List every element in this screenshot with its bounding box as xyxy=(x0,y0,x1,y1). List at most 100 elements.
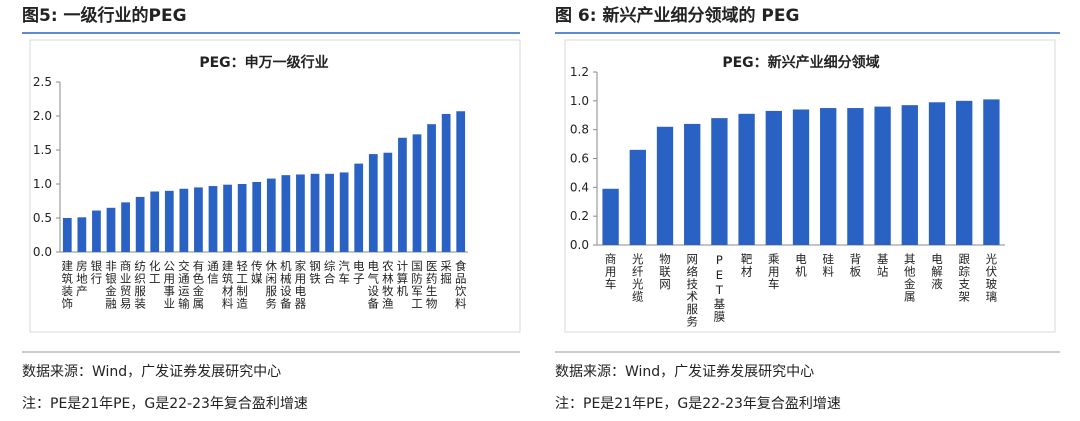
bar xyxy=(368,154,378,252)
bar xyxy=(629,149,646,245)
y-tick-label: 1.0 xyxy=(570,94,589,108)
x-tick-label: 基站 xyxy=(876,253,890,278)
x-tick-label: 乘用车 xyxy=(767,252,781,290)
x-tick-label: 电机 xyxy=(794,253,808,278)
x-tick-label: 食品饮料 xyxy=(454,259,468,310)
x-tick-label: 农林牧渔 xyxy=(381,259,395,310)
bar xyxy=(62,218,72,252)
y-tick-label: 0.4 xyxy=(570,180,589,194)
y-tick-label: 0.2 xyxy=(570,209,589,223)
x-tick-label: 商业贸易 xyxy=(119,259,133,310)
x-tick-label: 综合 xyxy=(323,259,337,285)
x-tick-label: 光纤光缆 xyxy=(631,252,645,303)
bar xyxy=(194,187,203,252)
y-tick-label: 0.6 xyxy=(570,152,589,166)
bar xyxy=(281,175,291,252)
bar xyxy=(106,207,116,252)
bar xyxy=(602,188,619,245)
footnote: 注：PE是21年PE，G是22-23年复合盈利增速 xyxy=(22,395,308,412)
x-tick-label: 医药生物 xyxy=(425,260,439,310)
figure-heading: 图 6: 新兴产业细分领域的 PEG xyxy=(555,5,799,26)
bar xyxy=(412,134,422,252)
bar xyxy=(398,137,407,252)
bar xyxy=(164,190,174,252)
bar xyxy=(711,118,728,245)
bar xyxy=(237,184,247,252)
x-tick-label: 光伏玻璃 xyxy=(984,252,998,303)
bar xyxy=(208,186,218,252)
bar xyxy=(339,172,349,252)
bar xyxy=(874,106,891,245)
x-tick-label: 电气设备 xyxy=(366,260,380,310)
bar xyxy=(765,110,782,245)
chart-frame xyxy=(564,39,1056,333)
chart-title: PEG：新兴产业细分领域 xyxy=(722,54,879,71)
bar xyxy=(684,123,701,245)
bar xyxy=(179,188,189,252)
x-tick-label: 交通运输 xyxy=(177,259,191,310)
y-tick-label: 0.0 xyxy=(570,238,589,252)
x-tick-label: 商用车 xyxy=(604,252,618,290)
y-tick-label: 2.0 xyxy=(33,109,52,123)
x-tick-label: 纺织服装 xyxy=(133,259,147,310)
x-tick-label: 公用事业 xyxy=(162,260,176,310)
y-tick-label: 0.8 xyxy=(570,123,589,137)
x-tick-label: 物联网 xyxy=(658,252,672,290)
y-tick-label: 1.0 xyxy=(33,177,52,191)
x-tick-label: 机械设备 xyxy=(279,259,293,310)
bar xyxy=(847,108,864,246)
bar xyxy=(77,217,87,252)
bar xyxy=(928,102,946,246)
y-tick-label: 0.0 xyxy=(33,245,52,259)
bar xyxy=(92,210,101,252)
bar xyxy=(266,178,276,252)
bar xyxy=(296,174,305,252)
bar xyxy=(135,196,145,252)
bar xyxy=(901,105,918,246)
x-tick-label: 化工 xyxy=(148,259,162,285)
bar xyxy=(792,109,810,245)
x-tick-label: 房地产 xyxy=(75,260,89,298)
source-note: 数据来源：Wind，广发证券发展研究中心 xyxy=(22,364,281,380)
x-tick-label: 建筑材料 xyxy=(221,259,235,310)
bar xyxy=(456,111,466,253)
x-tick-label: 网络技术服务 xyxy=(685,253,699,328)
x-tick-label: 电子 xyxy=(352,260,366,285)
x-tick-label: 计算机 xyxy=(395,260,409,298)
x-tick-label: 家用电器 xyxy=(293,259,307,310)
bar xyxy=(956,100,973,245)
x-tick-label: 背板 xyxy=(848,252,862,278)
y-tick-label: 0.5 xyxy=(33,211,52,225)
bar xyxy=(656,126,674,245)
bar xyxy=(310,173,320,252)
x-tick-label: 其他金属 xyxy=(903,253,917,303)
x-tick-label: 靶材 xyxy=(740,253,754,278)
y-tick-label: 1.5 xyxy=(33,143,52,157)
bar xyxy=(983,99,1000,246)
x-tick-label: 国防军工 xyxy=(410,260,424,310)
y-tick-label: 1.2 xyxy=(570,65,589,79)
chart-title: PEG：申万一级行业 xyxy=(199,54,328,71)
footnote: 注：PE是21年PE，G是22-23年复合盈利增速 xyxy=(555,395,841,412)
x-tick-label: 轻工制造 xyxy=(235,259,249,310)
bar xyxy=(252,181,262,252)
bar xyxy=(427,124,436,252)
bar xyxy=(223,184,232,252)
x-tick-label: 采掘 xyxy=(439,260,453,285)
figure-heading: 图5: 一级行业的PEG xyxy=(22,5,187,26)
x-tick-label: 通信 xyxy=(206,260,220,285)
bar xyxy=(383,152,393,252)
x-tick-label: 有色金属 xyxy=(191,259,205,310)
bar xyxy=(820,108,837,246)
x-tick-label: 钢铁 xyxy=(308,260,322,285)
x-tick-label: 硅料 xyxy=(821,253,835,278)
bar xyxy=(738,113,755,245)
x-tick-label: 非银金融 xyxy=(104,260,118,310)
bar xyxy=(354,163,364,252)
bar xyxy=(325,173,334,252)
bar xyxy=(150,191,160,252)
x-tick-label: 休闲服务 xyxy=(264,260,278,310)
chart-frame xyxy=(29,39,521,333)
bar xyxy=(121,202,130,252)
